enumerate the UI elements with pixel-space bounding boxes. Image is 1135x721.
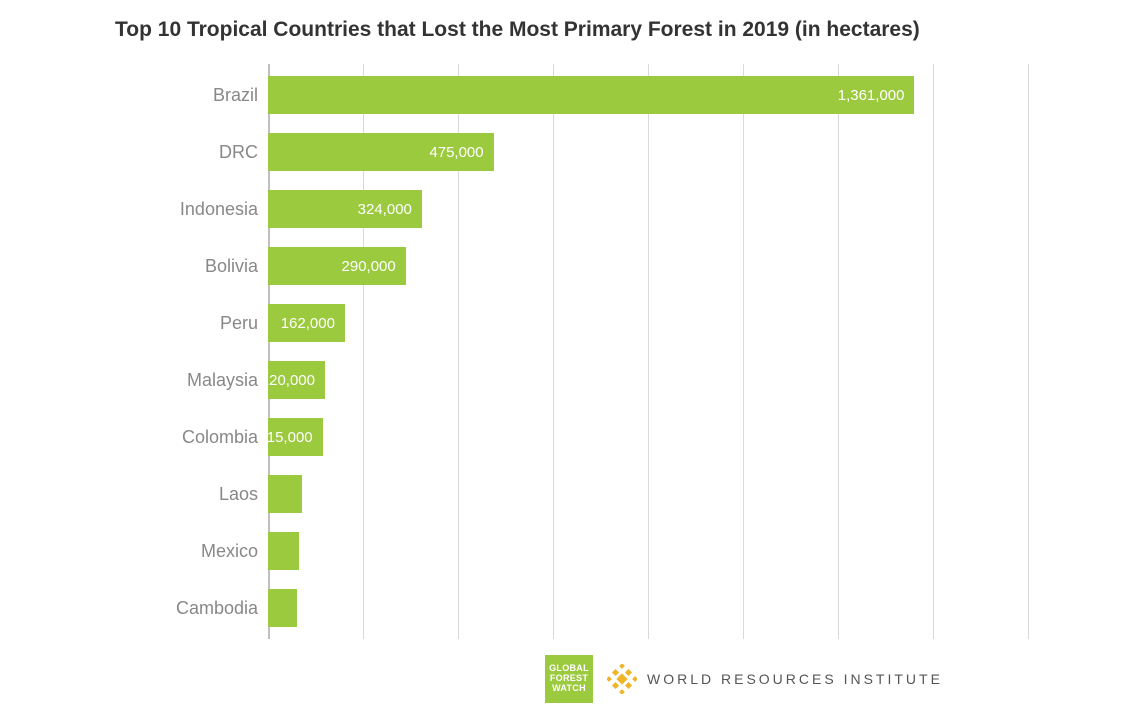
bar-row [268, 589, 297, 627]
y-axis-label: Mexico [201, 532, 258, 570]
bar-value-label: 162,000 [281, 315, 335, 332]
bar-row: 324,000 [268, 190, 422, 228]
y-axis-label: Malaysia [187, 361, 258, 399]
gfw-logo-line: WATCH [552, 684, 586, 694]
y-axis-labels: Brazil DRC Indonesia Bolivia Peru Malaysia Col… [0, 64, 258, 639]
bar-row: 290,000 [268, 247, 406, 285]
y-axis-label: Peru [220, 304, 258, 342]
y-axis-label: Bolivia [205, 247, 258, 285]
bar: 475,000 [268, 133, 494, 171]
bar: 115,000 [268, 418, 323, 456]
bar-value-label: 120,000 [261, 372, 315, 389]
bar-row [268, 532, 299, 570]
wri-text: WORLD RESOURCES INSTITUTE [647, 671, 943, 687]
y-axis-label: Indonesia [180, 190, 258, 228]
y-axis-label: Laos [219, 475, 258, 513]
bar-value-label: 115,000 [260, 429, 313, 446]
footer-credits: GLOBAL FOREST WATCH WORLD RESOURCES INST… [545, 655, 943, 703]
y-axis-label: Cambodia [176, 589, 258, 627]
bar: 120,000 [268, 361, 325, 399]
bar [268, 589, 297, 627]
wri-icon [607, 664, 637, 694]
bar-row: 120,000 [268, 361, 325, 399]
bar-value-label: 1,361,000 [838, 87, 905, 104]
bar-row: 115,000 [268, 418, 323, 456]
bar-row: 162,000 [268, 304, 345, 342]
bar-value-label: 475,000 [429, 144, 483, 161]
chart-title: Top 10 Tropical Countries that Lost the … [115, 18, 920, 42]
wri-logo: WORLD RESOURCES INSTITUTE [607, 664, 943, 694]
y-axis-label: Brazil [213, 76, 258, 114]
y-axis-label: Colombia [182, 418, 258, 456]
bar-row: 1,361,000 [268, 76, 914, 114]
bar: 290,000 [268, 247, 406, 285]
bar: 324,000 [268, 190, 422, 228]
bar-row [268, 475, 302, 513]
bar [268, 475, 302, 513]
bar: 162,000 [268, 304, 345, 342]
bar-value-label: 324,000 [358, 201, 412, 218]
bar-row: 475,000 [268, 133, 494, 171]
gfw-logo: GLOBAL FOREST WATCH [545, 655, 593, 703]
bar [268, 532, 299, 570]
y-axis-label: DRC [219, 133, 258, 171]
plot-area: 1,361,000 475,000 324,000 290,000 162,000 120… [268, 64, 1028, 639]
bar: 1,361,000 [268, 76, 914, 114]
bar-value-label: 290,000 [342, 258, 396, 275]
gridline [1028, 64, 1029, 639]
